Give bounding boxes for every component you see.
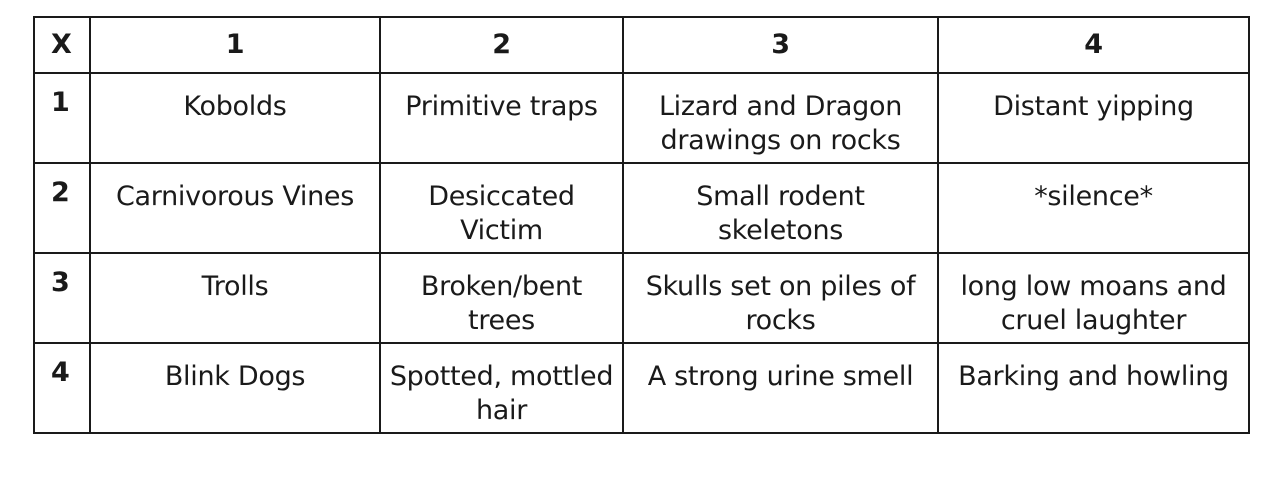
table-cell: Distant yipping <box>937 72 1250 164</box>
table-row: 4 Blink Dogs Spotted, mottled hair A str… <box>33 342 1250 434</box>
row-header: 2 <box>33 162 91 254</box>
table-cell: Carnivorous Vines <box>89 162 381 254</box>
corner-header: X <box>33 16 91 74</box>
table-cell: Primitive traps <box>379 72 624 164</box>
table-cell: Trolls <box>89 252 381 344</box>
table-cell: A strong urine smell <box>622 342 939 434</box>
column-header: 4 <box>937 16 1250 74</box>
table-cell: Blink Dogs <box>89 342 381 434</box>
row-header: 3 <box>33 252 91 344</box>
column-header: 2 <box>379 16 624 74</box>
table-header-row: X 1 2 3 4 <box>33 16 1250 74</box>
row-header: 4 <box>33 342 91 434</box>
table-cell: Skulls set on piles of rocks <box>622 252 939 344</box>
table-cell: Desiccated Victim <box>379 162 624 254</box>
column-header: 1 <box>89 16 381 74</box>
table-row: 3 Trolls Broken/bent trees Skulls set on… <box>33 252 1250 344</box>
table-cell: Barking and howling <box>937 342 1250 434</box>
table-cell: Lizard and Dragon drawings on rocks <box>622 72 939 164</box>
row-header: 1 <box>33 72 91 164</box>
table-cell: long low moans and cruel laughter <box>937 252 1250 344</box>
table-row: 2 Carnivorous Vines Desiccated Victim Sm… <box>33 162 1250 254</box>
encounter-table: X 1 2 3 4 1 Kobolds Primitive traps Liza… <box>33 16 1250 434</box>
table-cell: Spotted, mottled hair <box>379 342 624 434</box>
table-cell: Broken/bent trees <box>379 252 624 344</box>
cut-off-footnote <box>0 448 1270 478</box>
table-cell: *silence* <box>937 162 1250 254</box>
table-row: 1 Kobolds Primitive traps Lizard and Dra… <box>33 72 1250 164</box>
column-header: 3 <box>622 16 939 74</box>
table-cell: Small rodent skeletons <box>622 162 939 254</box>
table-cell: Kobolds <box>89 72 381 164</box>
